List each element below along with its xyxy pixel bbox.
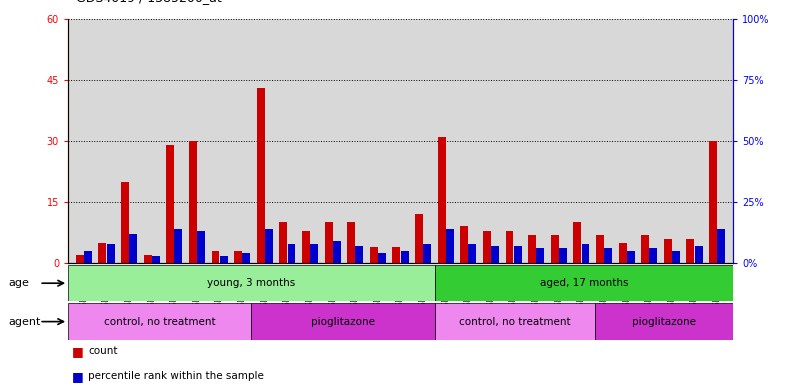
Text: agent: agent (8, 316, 40, 327)
Text: GDS4019 / 1385200_at: GDS4019 / 1385200_at (76, 0, 222, 4)
Bar (252, 303, 435, 340)
Bar (574, 222, 582, 263)
Text: ■: ■ (72, 345, 84, 358)
Bar (370, 247, 378, 263)
Bar (234, 251, 242, 263)
Bar (324, 222, 332, 263)
Bar (686, 239, 694, 263)
Text: percentile rank within the sample: percentile rank within the sample (88, 371, 264, 381)
Bar (257, 88, 264, 263)
Bar (243, 253, 250, 263)
Bar (717, 229, 725, 263)
Bar (423, 243, 431, 263)
Bar (152, 256, 159, 263)
Bar (461, 227, 469, 263)
Bar (392, 247, 400, 263)
Bar (348, 222, 355, 263)
Bar (491, 246, 499, 263)
Bar (76, 255, 84, 263)
Bar (446, 229, 453, 263)
Text: ■: ■ (72, 370, 84, 383)
Bar (437, 137, 445, 263)
Bar (650, 248, 658, 263)
Bar (483, 230, 491, 263)
Bar (435, 303, 595, 340)
Bar (618, 243, 626, 263)
Bar (99, 243, 107, 263)
Bar (513, 246, 521, 263)
Bar (595, 303, 733, 340)
Text: control, no treatment: control, no treatment (104, 316, 215, 327)
Bar (129, 234, 137, 263)
Bar (167, 145, 175, 263)
Text: pioglitazone: pioglitazone (311, 316, 375, 327)
Bar (642, 235, 649, 263)
Bar (664, 239, 672, 263)
Bar (596, 235, 604, 263)
Bar (211, 251, 219, 263)
Bar (356, 246, 364, 263)
Bar (68, 265, 435, 301)
Bar (551, 235, 558, 263)
Text: young, 3 months: young, 3 months (207, 278, 296, 288)
Bar (505, 230, 513, 263)
Text: pioglitazone: pioglitazone (632, 316, 696, 327)
Bar (604, 248, 612, 263)
Bar (694, 246, 702, 263)
Bar (107, 243, 115, 263)
Bar (302, 230, 310, 263)
Text: count: count (88, 346, 118, 356)
Bar (219, 256, 227, 263)
Bar (197, 231, 205, 263)
Bar (189, 141, 197, 263)
Bar (626, 251, 634, 263)
Bar (280, 222, 288, 263)
Text: aged, 17 months: aged, 17 months (540, 278, 628, 288)
Bar (288, 243, 296, 263)
Bar (332, 241, 340, 263)
Bar (528, 235, 536, 263)
Bar (582, 243, 590, 263)
Bar (68, 303, 252, 340)
Text: control, no treatment: control, no treatment (459, 316, 571, 327)
Text: age: age (8, 278, 29, 288)
Bar (559, 248, 567, 263)
Bar (143, 255, 151, 263)
Bar (435, 265, 733, 301)
Bar (469, 243, 477, 263)
Bar (175, 229, 183, 263)
Bar (415, 214, 423, 263)
Bar (84, 251, 92, 263)
Bar (265, 229, 273, 263)
Bar (378, 253, 386, 263)
Bar (709, 141, 717, 263)
Bar (537, 248, 544, 263)
Bar (121, 182, 129, 263)
Bar (672, 251, 680, 263)
Bar (310, 243, 318, 263)
Bar (400, 251, 409, 263)
